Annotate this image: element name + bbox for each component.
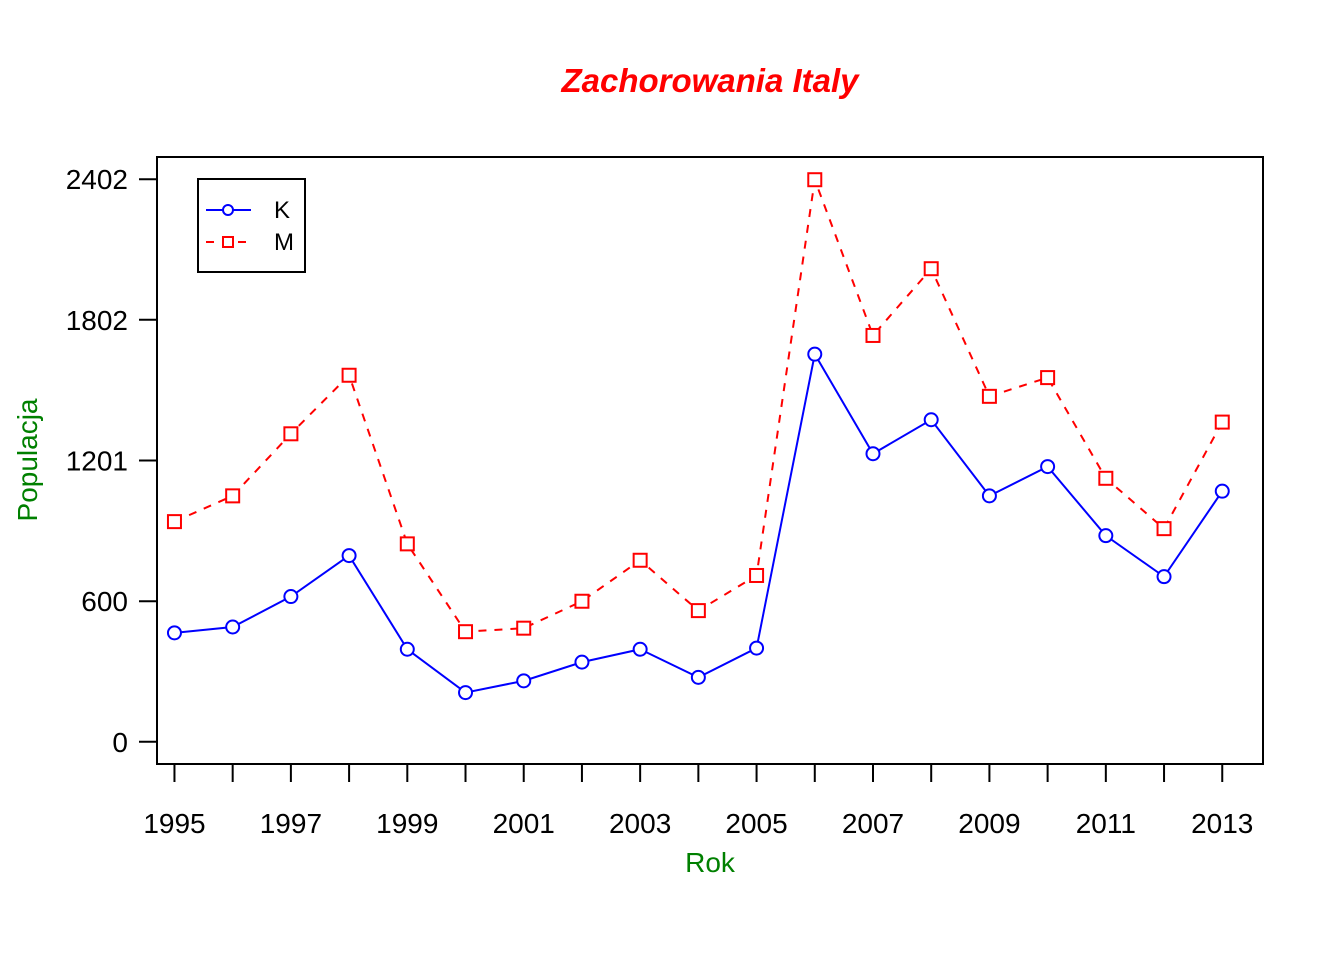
legend-box bbox=[197, 178, 306, 273]
chart-title: Zachorowania Italy bbox=[560, 62, 860, 99]
x-tick-label: 2003 bbox=[609, 808, 671, 839]
legend-marker bbox=[222, 204, 234, 216]
y-tick-label: 1201 bbox=[66, 446, 128, 477]
legend-label: K bbox=[274, 197, 290, 224]
data-point bbox=[225, 488, 241, 504]
data-point bbox=[807, 172, 823, 188]
data-point bbox=[1214, 483, 1230, 499]
data-point bbox=[574, 593, 590, 609]
data-point bbox=[1098, 528, 1114, 544]
series-M bbox=[166, 172, 1230, 640]
x-axis: 1995 1997 1999 2001 2003 2005 2007 2009 2011 2013 bbox=[143, 764, 1253, 839]
series-line bbox=[174, 179, 1224, 633]
data-point bbox=[1098, 470, 1114, 486]
data-point bbox=[1040, 370, 1056, 386]
data-point bbox=[981, 488, 997, 504]
data-point bbox=[399, 641, 415, 657]
data-point bbox=[283, 589, 299, 605]
legend-label: M bbox=[274, 229, 294, 256]
data-point bbox=[166, 514, 182, 530]
data-point bbox=[341, 548, 357, 564]
data-point bbox=[981, 388, 997, 404]
y-tick-label: 1802 bbox=[66, 305, 128, 336]
data-point bbox=[458, 624, 474, 640]
x-tick-label: 2009 bbox=[958, 808, 1020, 839]
data-point bbox=[341, 367, 357, 383]
data-point bbox=[574, 654, 590, 670]
data-point bbox=[865, 446, 881, 462]
data-point bbox=[283, 426, 299, 442]
x-tick-label: 2005 bbox=[725, 808, 787, 839]
data-point bbox=[749, 567, 765, 583]
x-tick-label: 2001 bbox=[493, 808, 555, 839]
data-point bbox=[690, 603, 706, 619]
data-point bbox=[516, 620, 532, 636]
plot-frame bbox=[156, 156, 1264, 765]
legend-marker bbox=[222, 236, 234, 248]
data-point bbox=[923, 261, 939, 277]
x-tick-label: 1999 bbox=[376, 808, 438, 839]
data-point bbox=[516, 673, 532, 689]
data-point bbox=[225, 619, 241, 635]
x-tick-label: 1995 bbox=[143, 808, 205, 839]
data-point bbox=[458, 685, 474, 701]
y-axis: 0 600 1201 1802 2402 bbox=[66, 164, 157, 758]
data-point bbox=[1156, 521, 1172, 537]
series-line bbox=[174, 351, 1224, 694]
data-point bbox=[1214, 414, 1230, 430]
data-point bbox=[749, 640, 765, 656]
y-tick-label: 0 bbox=[112, 727, 128, 758]
data-point bbox=[1040, 459, 1056, 475]
data-point bbox=[807, 346, 823, 362]
legend: KM bbox=[197, 178, 306, 273]
data-point bbox=[865, 327, 881, 343]
y-tick-label: 2402 bbox=[66, 164, 128, 195]
x-axis-label: Rok bbox=[685, 847, 736, 878]
data-point bbox=[399, 536, 415, 552]
data-point bbox=[923, 412, 939, 428]
data-point bbox=[690, 669, 706, 685]
x-tick-label: 2011 bbox=[1076, 808, 1136, 839]
data-point bbox=[1156, 569, 1172, 585]
x-tick-label: 1997 bbox=[260, 808, 322, 839]
series-layer bbox=[166, 172, 1230, 701]
series-K bbox=[166, 346, 1230, 701]
y-tick-label: 600 bbox=[81, 586, 128, 617]
data-point bbox=[166, 625, 182, 641]
x-tick-label: 2007 bbox=[842, 808, 904, 839]
data-point bbox=[632, 552, 648, 568]
data-point bbox=[632, 641, 648, 657]
y-axis-label: Populacja bbox=[12, 398, 43, 521]
x-tick-label: 2013 bbox=[1191, 808, 1253, 839]
